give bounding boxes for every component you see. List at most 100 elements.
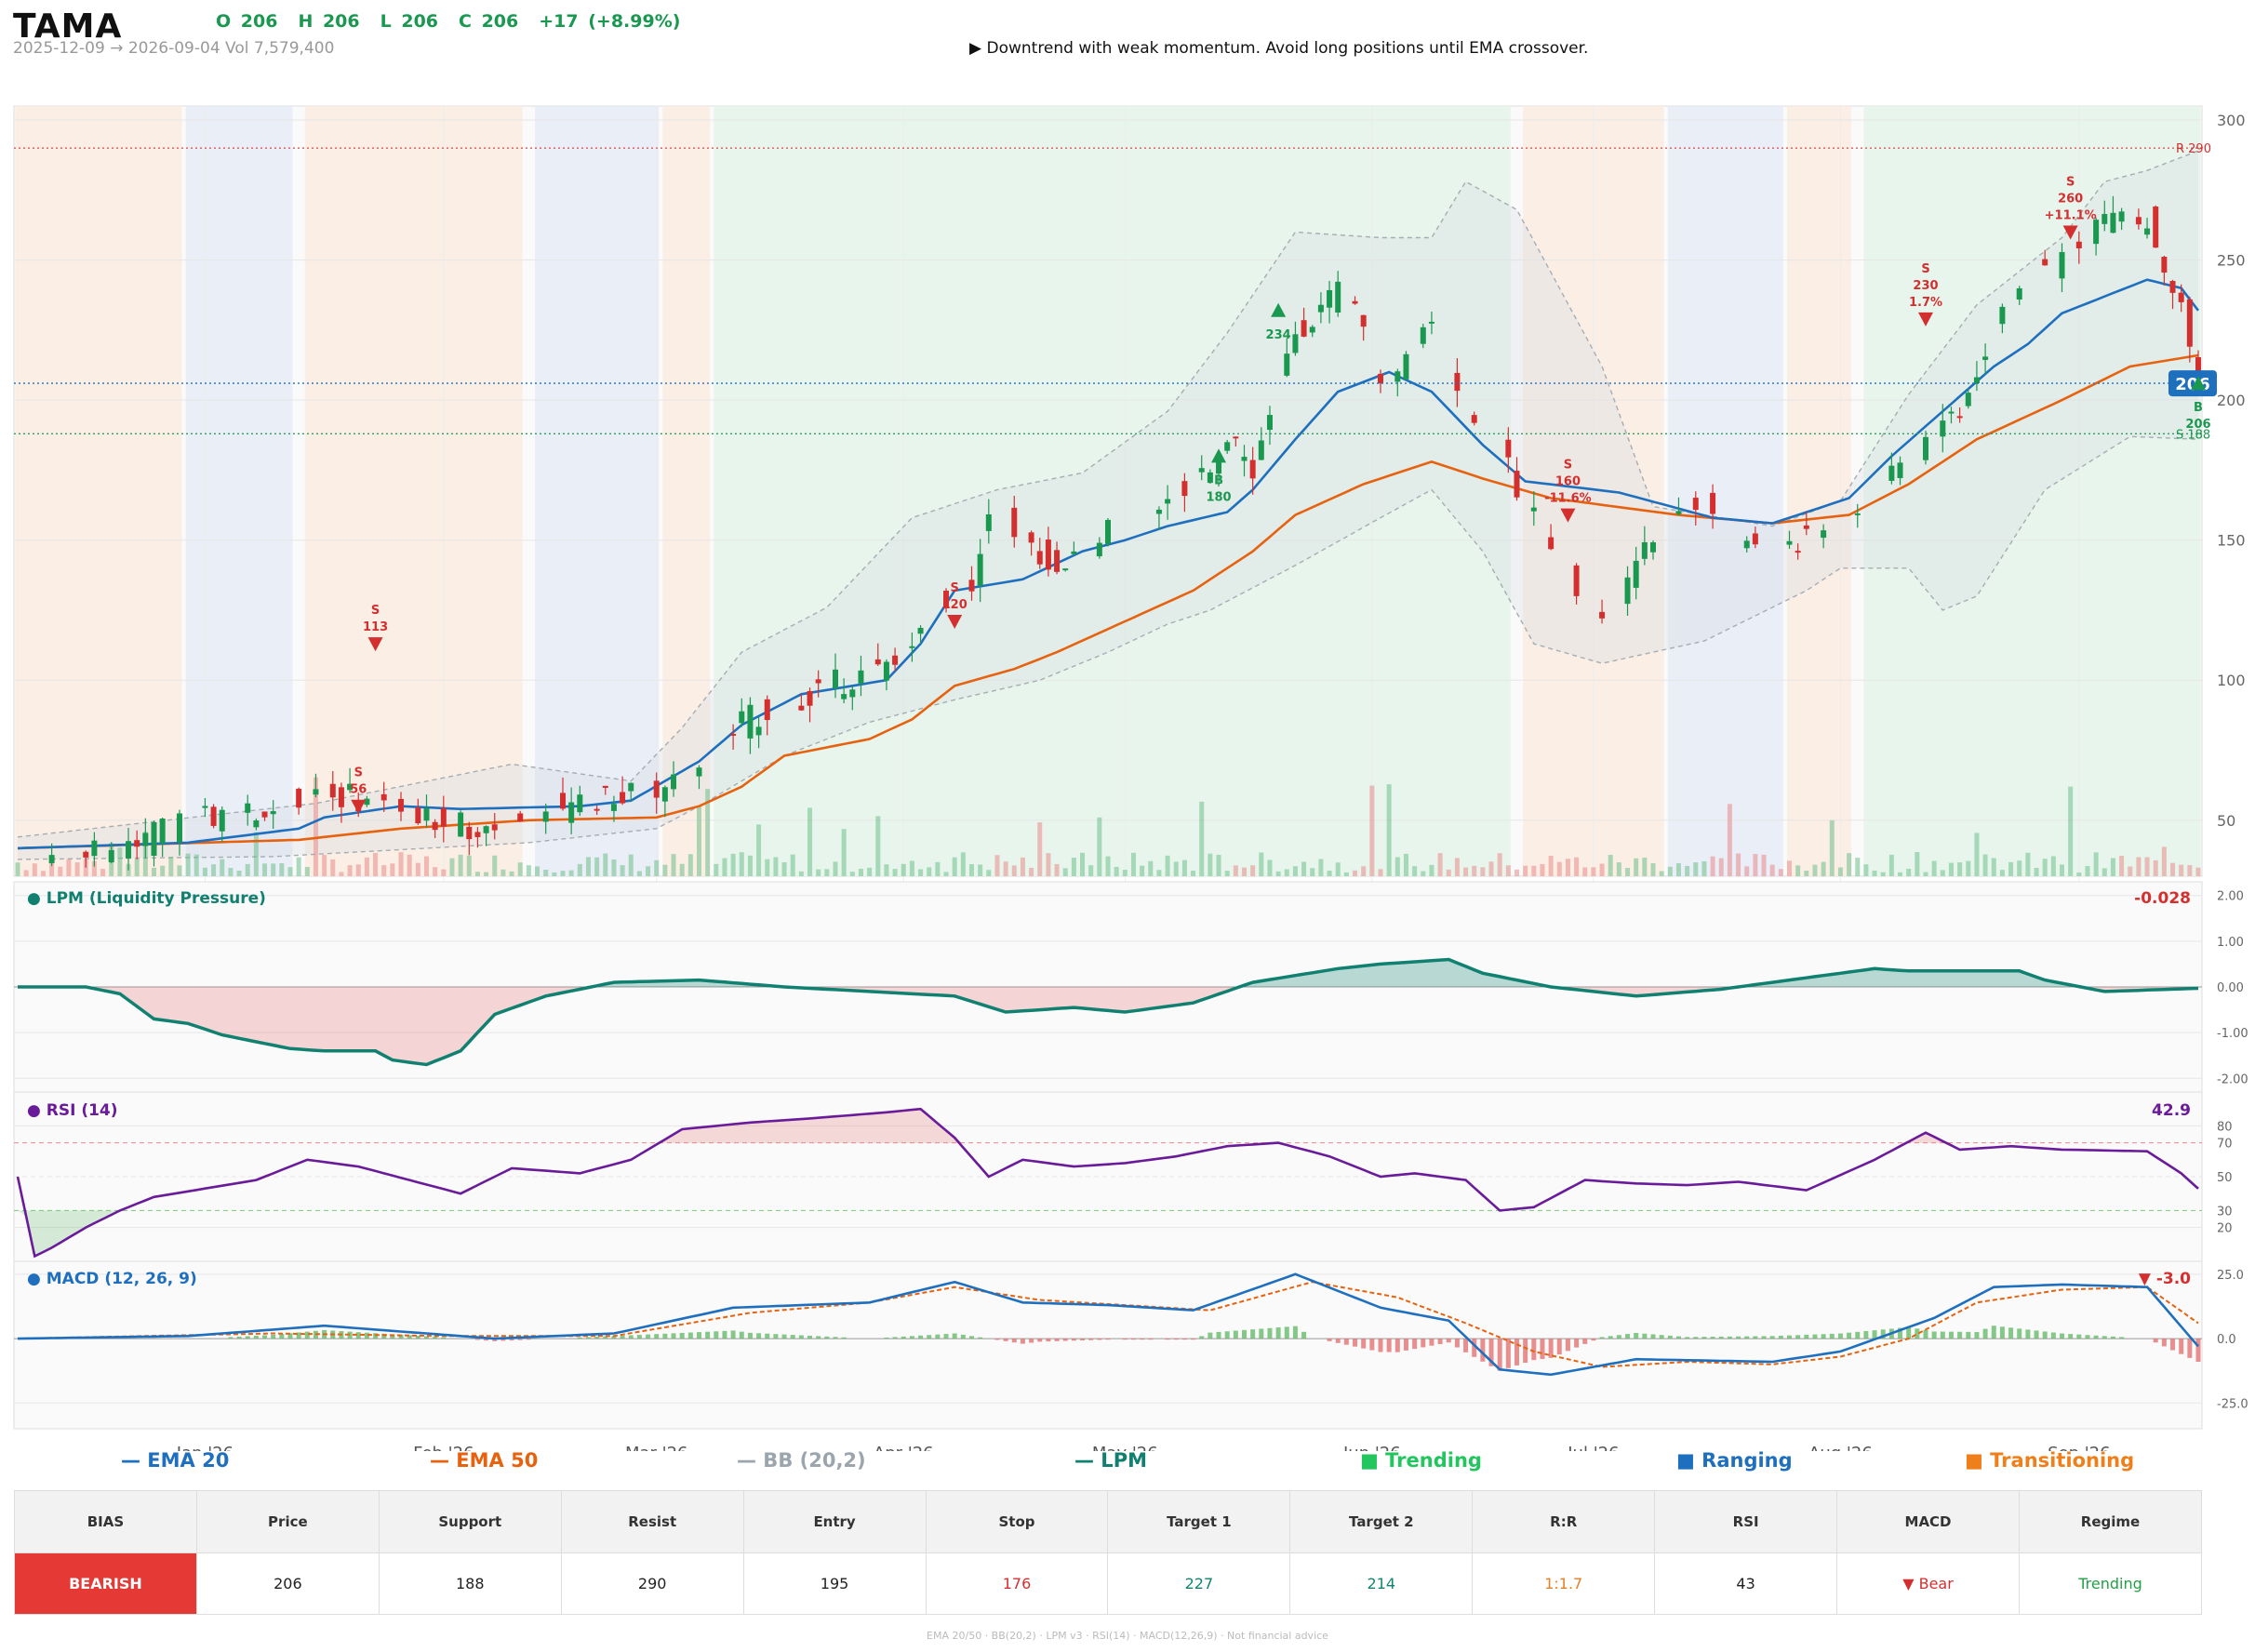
volume-bar bbox=[2017, 860, 2022, 876]
volume-bar bbox=[687, 854, 693, 876]
volume-bar bbox=[2050, 856, 2056, 876]
candle-body bbox=[653, 780, 660, 798]
volume-bar bbox=[381, 865, 387, 876]
volume-bar bbox=[1208, 853, 1213, 876]
candle-body bbox=[968, 580, 975, 592]
summary-header-cell: R:R bbox=[1472, 1490, 1656, 1553]
macd-histogram-bar bbox=[1923, 1329, 1928, 1339]
volume-bar bbox=[202, 867, 207, 876]
bollinger-fill bbox=[18, 151, 2198, 859]
candle-body bbox=[1258, 440, 1264, 460]
summary-value-cell: 43 bbox=[1654, 1552, 1838, 1615]
volume-bar bbox=[2144, 857, 2150, 876]
summary-header-cell: RSI bbox=[1654, 1490, 1838, 1553]
signal-label: S bbox=[371, 604, 380, 618]
volume-bar bbox=[236, 871, 242, 876]
candle-body bbox=[1301, 320, 1307, 337]
regime-band-ranging bbox=[185, 106, 293, 876]
candle-body bbox=[1821, 530, 1827, 539]
volume-bar bbox=[705, 789, 711, 876]
resistance-label: R 290 bbox=[2176, 142, 2211, 156]
lpm-tick-label: -2.00 bbox=[2217, 1072, 2248, 1086]
volume-bar bbox=[1948, 862, 1954, 876]
volume-bar bbox=[1224, 871, 1230, 876]
macd-title: ● MACD (12, 26, 9) bbox=[27, 1270, 197, 1288]
candle-body bbox=[1795, 551, 1801, 553]
candle-body bbox=[1454, 372, 1461, 392]
macd-histogram-bar bbox=[1574, 1339, 1580, 1348]
macd-histogram-bar bbox=[1275, 1327, 1281, 1339]
legend-item: — BB (20,2) bbox=[737, 1449, 866, 1472]
macd-histogram-bar bbox=[1744, 1336, 1750, 1339]
price-tick-label: 50 bbox=[2217, 812, 2235, 830]
macd-histogram-bar bbox=[2093, 1335, 2099, 1339]
signal-arrow-sell bbox=[1918, 312, 1933, 326]
macd-histogram-bar bbox=[415, 1336, 420, 1339]
candle-body bbox=[1207, 472, 1213, 484]
macd-histogram-bar bbox=[1837, 1333, 1843, 1339]
macd-histogram-bar bbox=[1540, 1339, 1545, 1359]
candle-body bbox=[1973, 377, 1980, 384]
volume-bar bbox=[313, 777, 318, 876]
volume-bar bbox=[1242, 867, 1247, 876]
rsi-line bbox=[16, 1107, 2199, 1259]
macd-histogram-bar bbox=[918, 1335, 924, 1339]
signal-label: 230 bbox=[1913, 279, 1938, 293]
candle-body bbox=[560, 793, 566, 809]
x-tick-label: Mar '26 bbox=[625, 1444, 688, 1451]
volume-bar bbox=[1275, 871, 1281, 876]
macd-histogram-bar bbox=[730, 1330, 736, 1339]
macd-histogram-bar bbox=[816, 1336, 821, 1339]
volume-bar bbox=[568, 870, 574, 876]
volume-bar bbox=[1982, 854, 1988, 876]
macd-histogram-bar bbox=[798, 1335, 804, 1339]
macd-tick-label: 25.0 bbox=[2217, 1269, 2244, 1283]
volume-bar bbox=[279, 863, 285, 876]
macd-histogram-bar bbox=[671, 1333, 676, 1339]
macd-histogram-bar bbox=[705, 1331, 711, 1339]
macd-histogram-bar bbox=[662, 1333, 668, 1339]
volume-bar bbox=[1054, 863, 1060, 876]
volume-bar bbox=[1582, 867, 1588, 876]
volume-bar bbox=[66, 859, 72, 876]
summary-value-cell: 176 bbox=[925, 1552, 1109, 1615]
macd-histogram-bar bbox=[1804, 1334, 1809, 1339]
macd-histogram-bar bbox=[2195, 1339, 2201, 1362]
volume-bar bbox=[1343, 872, 1349, 876]
summary-value-cell: 290 bbox=[560, 1552, 744, 1615]
volume-bar bbox=[1446, 869, 1451, 876]
candle-body bbox=[338, 787, 344, 807]
candle-body bbox=[1352, 300, 1358, 304]
volume-bar bbox=[339, 872, 344, 876]
macd-histogram-bar bbox=[1915, 1328, 1920, 1339]
candle-body bbox=[415, 807, 421, 824]
macd-histogram-bar bbox=[1940, 1331, 1945, 1339]
macd-histogram-bar bbox=[2034, 1330, 2039, 1339]
candle-body bbox=[1854, 513, 1861, 515]
volume-bar bbox=[1591, 867, 1596, 876]
volume-bar bbox=[765, 859, 770, 876]
candle-body bbox=[620, 792, 626, 804]
volume-bar bbox=[2110, 858, 2115, 876]
macd-histogram-bar bbox=[1446, 1339, 1451, 1343]
summary-value-cell: 227 bbox=[1107, 1552, 1291, 1615]
macd-histogram-bar bbox=[1769, 1336, 1775, 1339]
candle-body bbox=[151, 821, 157, 856]
volume-bar bbox=[245, 863, 250, 876]
signal-label: +11.1% bbox=[2045, 208, 2097, 222]
macd-histogram-bar bbox=[1029, 1339, 1034, 1343]
legend-item: ■ Trending bbox=[1360, 1449, 1482, 1472]
candle-body bbox=[245, 803, 251, 813]
x-tick-label: Sep '26 bbox=[2048, 1444, 2111, 1451]
candle-body bbox=[1803, 525, 1809, 529]
volume-bar bbox=[253, 832, 259, 876]
macd-histogram-bar bbox=[1216, 1331, 1221, 1339]
candle-body bbox=[577, 794, 583, 813]
signal-label: 1.7% bbox=[1909, 296, 1942, 310]
volume-bar bbox=[1335, 862, 1341, 876]
candle-body bbox=[1650, 542, 1656, 553]
macd-histogram-bar bbox=[1974, 1331, 1980, 1339]
summary-value-cell: ▼ Bear bbox=[1836, 1552, 2020, 1615]
macd-histogram-bar bbox=[1531, 1339, 1537, 1361]
